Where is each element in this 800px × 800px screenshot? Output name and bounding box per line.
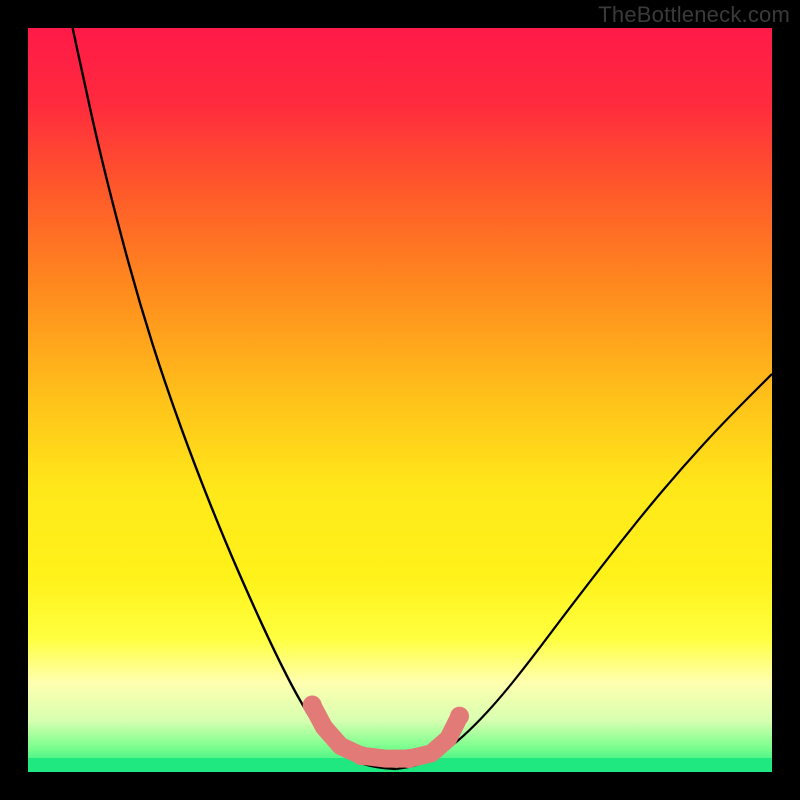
outer-frame: TheBottleneck.com [0,0,800,800]
overlay-dot [352,746,371,765]
chart-svg [0,0,800,800]
overlay-dot [399,749,418,768]
overlay-dot [303,696,322,715]
plot-background [28,28,772,772]
watermark-text: TheBottleneck.com [598,2,790,28]
overlay-dot [450,707,469,726]
